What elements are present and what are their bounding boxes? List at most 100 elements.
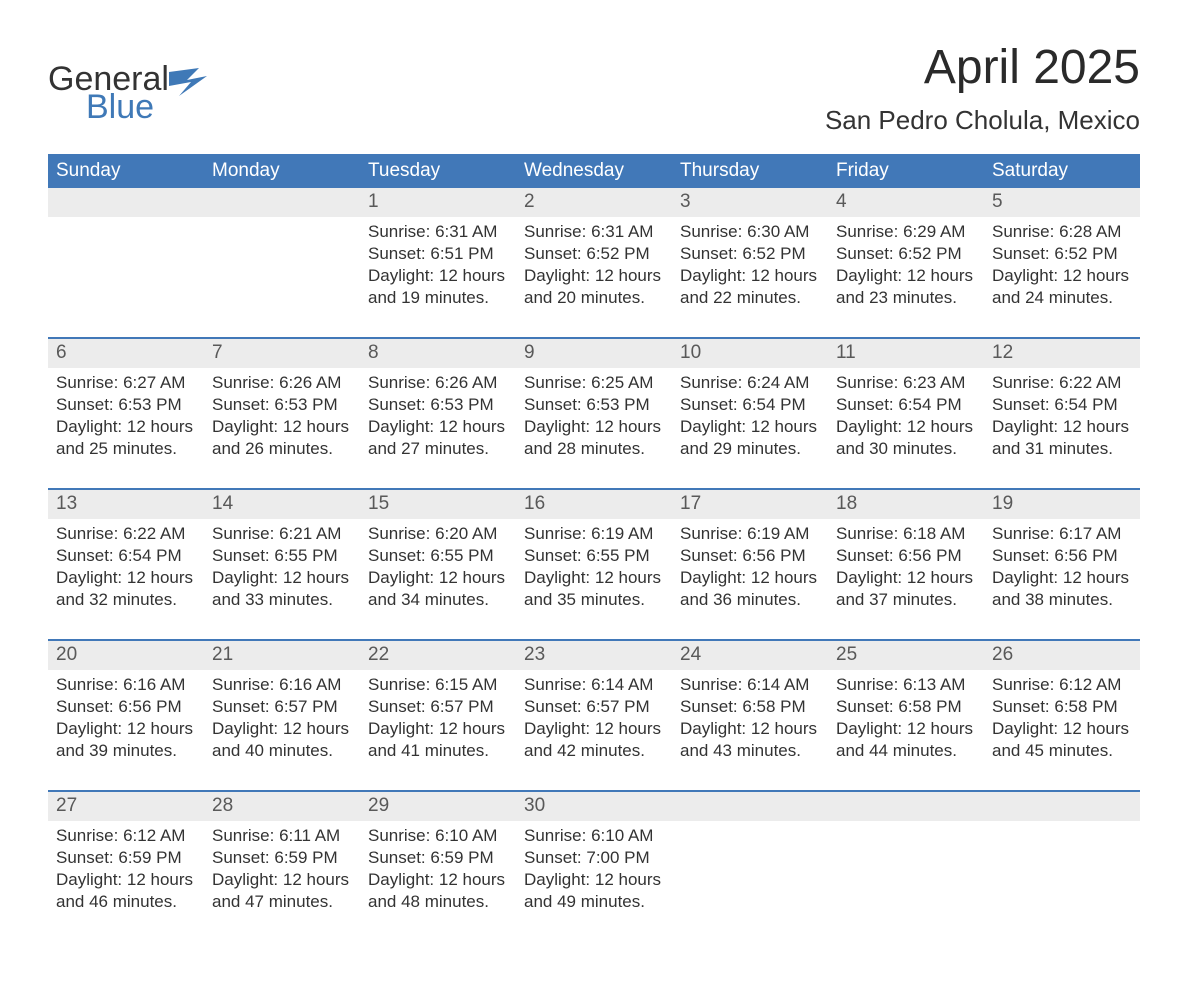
- calendar-day: 5Sunrise: 6:28 AMSunset: 6:52 PMDaylight…: [984, 188, 1140, 338]
- sunset-line: Sunset: 6:52 PM: [524, 243, 664, 265]
- calendar-day: 7Sunrise: 6:26 AMSunset: 6:53 PMDaylight…: [204, 338, 360, 489]
- sunset-line: Sunset: 6:53 PM: [212, 394, 352, 416]
- day-number: 15: [360, 490, 516, 519]
- day-number: 3: [672, 188, 828, 217]
- weekday-header: Friday: [828, 154, 984, 188]
- day-number: [984, 792, 1140, 821]
- day-number: 16: [516, 490, 672, 519]
- day-number: 19: [984, 490, 1140, 519]
- sunrise-line: Sunrise: 6:14 AM: [680, 674, 820, 696]
- weekday-header: Monday: [204, 154, 360, 188]
- calendar-week: 27Sunrise: 6:12 AMSunset: 6:59 PMDayligh…: [48, 791, 1140, 941]
- daylight-line: Daylight: 12 hours and 37 minutes.: [836, 567, 976, 611]
- calendar-day: 9Sunrise: 6:25 AMSunset: 6:53 PMDaylight…: [516, 338, 672, 489]
- sunrise-line: Sunrise: 6:22 AM: [992, 372, 1132, 394]
- sunset-line: Sunset: 6:56 PM: [56, 696, 196, 718]
- calendar-day: 22Sunrise: 6:15 AMSunset: 6:57 PMDayligh…: [360, 640, 516, 791]
- daylight-line: Daylight: 12 hours and 35 minutes.: [524, 567, 664, 611]
- weekday-header: Saturday: [984, 154, 1140, 188]
- sunrise-line: Sunrise: 6:26 AM: [368, 372, 508, 394]
- calendar-table: SundayMondayTuesdayWednesdayThursdayFrid…: [48, 154, 1140, 941]
- daylight-line: Daylight: 12 hours and 40 minutes.: [212, 718, 352, 762]
- day-number: [204, 188, 360, 217]
- calendar-day: 12Sunrise: 6:22 AMSunset: 6:54 PMDayligh…: [984, 338, 1140, 489]
- calendar-day-empty: [48, 188, 204, 338]
- daylight-line: Daylight: 12 hours and 23 minutes.: [836, 265, 976, 309]
- sunset-line: Sunset: 6:54 PM: [680, 394, 820, 416]
- calendar-day: 1Sunrise: 6:31 AMSunset: 6:51 PMDaylight…: [360, 188, 516, 338]
- day-number: 7: [204, 339, 360, 368]
- header: General Blue April 2025 San Pedro Cholul…: [48, 40, 1140, 136]
- day-number: 4: [828, 188, 984, 217]
- calendar-day: 29Sunrise: 6:10 AMSunset: 6:59 PMDayligh…: [360, 791, 516, 941]
- day-number: [828, 792, 984, 821]
- weekday-header: Sunday: [48, 154, 204, 188]
- sunrise-line: Sunrise: 6:26 AM: [212, 372, 352, 394]
- sunset-line: Sunset: 6:57 PM: [212, 696, 352, 718]
- day-number: 6: [48, 339, 204, 368]
- sunrise-line: Sunrise: 6:16 AM: [212, 674, 352, 696]
- sunrise-line: Sunrise: 6:10 AM: [368, 825, 508, 847]
- day-number: [48, 188, 204, 217]
- day-number: 8: [360, 339, 516, 368]
- calendar-day-empty: [672, 791, 828, 941]
- sunrise-line: Sunrise: 6:18 AM: [836, 523, 976, 545]
- calendar-body: 1Sunrise: 6:31 AMSunset: 6:51 PMDaylight…: [48, 188, 1140, 941]
- sunset-line: Sunset: 6:54 PM: [836, 394, 976, 416]
- daylight-line: Daylight: 12 hours and 46 minutes.: [56, 869, 196, 913]
- day-number: 27: [48, 792, 204, 821]
- page: General Blue April 2025 San Pedro Cholul…: [0, 0, 1188, 981]
- day-number: 2: [516, 188, 672, 217]
- sunrise-line: Sunrise: 6:31 AM: [368, 221, 508, 243]
- day-number: 29: [360, 792, 516, 821]
- sunrise-line: Sunrise: 6:15 AM: [368, 674, 508, 696]
- sunset-line: Sunset: 6:52 PM: [680, 243, 820, 265]
- day-number: 14: [204, 490, 360, 519]
- sunset-line: Sunset: 7:00 PM: [524, 847, 664, 869]
- sunset-line: Sunset: 6:53 PM: [56, 394, 196, 416]
- sunrise-line: Sunrise: 6:19 AM: [524, 523, 664, 545]
- calendar-day: 20Sunrise: 6:16 AMSunset: 6:56 PMDayligh…: [48, 640, 204, 791]
- calendar-day: 3Sunrise: 6:30 AMSunset: 6:52 PMDaylight…: [672, 188, 828, 338]
- sunset-line: Sunset: 6:59 PM: [368, 847, 508, 869]
- daylight-line: Daylight: 12 hours and 47 minutes.: [212, 869, 352, 913]
- sunrise-line: Sunrise: 6:14 AM: [524, 674, 664, 696]
- sunrise-line: Sunrise: 6:12 AM: [992, 674, 1132, 696]
- weekday-row: SundayMondayTuesdayWednesdayThursdayFrid…: [48, 154, 1140, 188]
- sunrise-line: Sunrise: 6:13 AM: [836, 674, 976, 696]
- day-number: 11: [828, 339, 984, 368]
- day-number: 9: [516, 339, 672, 368]
- sunset-line: Sunset: 6:56 PM: [680, 545, 820, 567]
- sunset-line: Sunset: 6:52 PM: [992, 243, 1132, 265]
- day-number: 30: [516, 792, 672, 821]
- weekday-header: Tuesday: [360, 154, 516, 188]
- daylight-line: Daylight: 12 hours and 39 minutes.: [56, 718, 196, 762]
- sunrise-line: Sunrise: 6:31 AM: [524, 221, 664, 243]
- sunrise-line: Sunrise: 6:11 AM: [212, 825, 352, 847]
- calendar-week: 20Sunrise: 6:16 AMSunset: 6:56 PMDayligh…: [48, 640, 1140, 791]
- daylight-line: Daylight: 12 hours and 32 minutes.: [56, 567, 196, 611]
- daylight-line: Daylight: 12 hours and 34 minutes.: [368, 567, 508, 611]
- calendar-day: 26Sunrise: 6:12 AMSunset: 6:58 PMDayligh…: [984, 640, 1140, 791]
- sunrise-line: Sunrise: 6:20 AM: [368, 523, 508, 545]
- calendar-head: SundayMondayTuesdayWednesdayThursdayFrid…: [48, 154, 1140, 188]
- day-number: 28: [204, 792, 360, 821]
- calendar-week: 1Sunrise: 6:31 AMSunset: 6:51 PMDaylight…: [48, 188, 1140, 338]
- sunset-line: Sunset: 6:56 PM: [992, 545, 1132, 567]
- brand-logo: General Blue: [48, 40, 211, 125]
- sunset-line: Sunset: 6:57 PM: [524, 696, 664, 718]
- calendar-day: 17Sunrise: 6:19 AMSunset: 6:56 PMDayligh…: [672, 489, 828, 640]
- day-number: 26: [984, 641, 1140, 670]
- daylight-line: Daylight: 12 hours and 43 minutes.: [680, 718, 820, 762]
- weekday-header: Wednesday: [516, 154, 672, 188]
- calendar-day: 21Sunrise: 6:16 AMSunset: 6:57 PMDayligh…: [204, 640, 360, 791]
- sunrise-line: Sunrise: 6:21 AM: [212, 523, 352, 545]
- calendar-day: 27Sunrise: 6:12 AMSunset: 6:59 PMDayligh…: [48, 791, 204, 941]
- sunset-line: Sunset: 6:55 PM: [368, 545, 508, 567]
- calendar-day: 18Sunrise: 6:18 AMSunset: 6:56 PMDayligh…: [828, 489, 984, 640]
- sunrise-line: Sunrise: 6:24 AM: [680, 372, 820, 394]
- calendar-day: 16Sunrise: 6:19 AMSunset: 6:55 PMDayligh…: [516, 489, 672, 640]
- day-number: 13: [48, 490, 204, 519]
- daylight-line: Daylight: 12 hours and 29 minutes.: [680, 416, 820, 460]
- sunset-line: Sunset: 6:58 PM: [836, 696, 976, 718]
